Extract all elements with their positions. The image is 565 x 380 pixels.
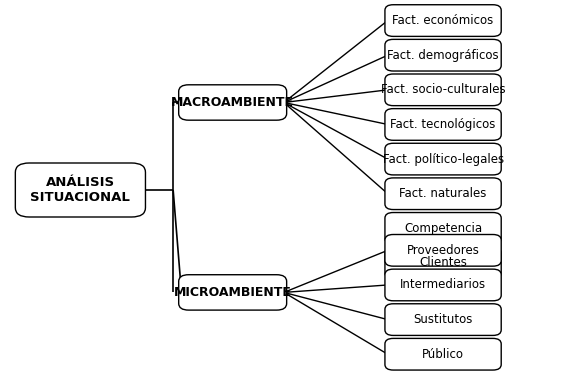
Text: Fact. tecnológicos: Fact. tecnológicos xyxy=(390,118,496,131)
FancyBboxPatch shape xyxy=(179,85,286,120)
Text: Intermediarios: Intermediarios xyxy=(400,279,486,291)
FancyBboxPatch shape xyxy=(385,234,501,266)
FancyBboxPatch shape xyxy=(385,212,501,244)
FancyBboxPatch shape xyxy=(385,40,501,71)
Text: Proveedores: Proveedores xyxy=(407,244,480,257)
FancyBboxPatch shape xyxy=(385,178,501,209)
FancyBboxPatch shape xyxy=(385,143,501,175)
Text: Clientes: Clientes xyxy=(419,256,467,269)
Text: MICROAMBIENTE: MICROAMBIENTE xyxy=(173,286,292,299)
Text: Competencia: Competencia xyxy=(404,222,482,235)
FancyBboxPatch shape xyxy=(15,163,145,217)
FancyBboxPatch shape xyxy=(385,247,501,279)
Text: Fact. naturales: Fact. naturales xyxy=(399,187,487,200)
FancyBboxPatch shape xyxy=(385,74,501,106)
FancyBboxPatch shape xyxy=(385,339,501,370)
FancyBboxPatch shape xyxy=(385,109,501,140)
FancyBboxPatch shape xyxy=(179,275,286,310)
Text: ANÁLISIS
SITUACIONAL: ANÁLISIS SITUACIONAL xyxy=(31,176,131,204)
FancyBboxPatch shape xyxy=(385,269,501,301)
Text: Fact. socio-culturales: Fact. socio-culturales xyxy=(381,83,505,96)
FancyBboxPatch shape xyxy=(385,5,501,36)
Text: Público: Público xyxy=(422,348,464,361)
Text: Sustitutos: Sustitutos xyxy=(414,313,473,326)
Text: Fact. demográficos: Fact. demográficos xyxy=(387,49,499,62)
Text: Fact. económicos: Fact. económicos xyxy=(393,14,494,27)
FancyBboxPatch shape xyxy=(385,304,501,336)
Text: MACROAMBIENTE: MACROAMBIENTE xyxy=(171,96,294,109)
Text: Fact. político-legales: Fact. político-legales xyxy=(383,153,503,166)
